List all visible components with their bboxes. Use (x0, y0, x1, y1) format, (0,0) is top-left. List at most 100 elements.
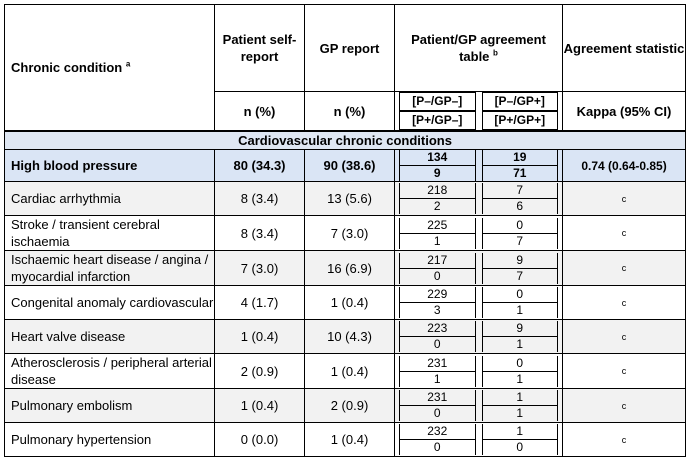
agreement-cell: 231 0 1 1 (394, 353, 563, 389)
table-row: Atherosclerosis / peripheral arterial di… (4, 353, 687, 389)
table-row: Pulmonary embolism 1 (0.4) 2 (0.9) 231 1 0 1 c (4, 388, 687, 423)
kappa-cell: c (561, 285, 687, 320)
table-row: Ischaemic heart disease / angina / myoca… (4, 250, 687, 286)
count-ppos-gppos: 7 (481, 233, 558, 249)
agreement-cell: 217 9 0 7 (394, 250, 563, 286)
agreement-cell: 229 0 3 1 (394, 285, 563, 320)
count-ppos-gppos: 1 (481, 337, 558, 352)
header-condition: Chronic condition a (4, 4, 215, 131)
count-ppos-gppos: 7 (481, 268, 558, 284)
header-n-pct-gp: n (%) (304, 91, 395, 131)
table-row: Stroke / transient cerebral ischaemia 8 (… (4, 215, 687, 251)
header-agreement-table: Patient/GP agreement table b (394, 4, 563, 92)
count-pneg-gpneg: 223 (399, 321, 476, 337)
count-pneg-gpneg: 232 (399, 424, 476, 440)
table-body: Cardiovascular chronic conditions High b… (3, 131, 687, 457)
table-row: High blood pressure 80 (34.3) 90 (38.6) 134… (4, 149, 687, 182)
count-ppos-gppos: 71 (481, 166, 558, 181)
gp-report-cell: 7 (3.0) (304, 215, 395, 251)
header-n-pct-self: n (%) (214, 91, 305, 131)
agreement-cell: 231 1 0 1 (394, 388, 563, 423)
header-agreement-statistic: Agreement statistic (562, 4, 686, 92)
gp-report-cell: 1 (0.4) (304, 422, 395, 457)
agreement-cell: 232 1 0 0 (394, 422, 563, 457)
condition-cell: Congenital anomaly cardiovascular (4, 285, 215, 320)
condition-cell: Cardiac arrhythmia (4, 181, 215, 216)
kappa-cell: c (561, 181, 687, 216)
condition-cell: High blood pressure (4, 149, 215, 182)
count-pneg-gpneg: 225 (399, 217, 476, 234)
gp-report-cell: 13 (5.6) (304, 181, 395, 216)
section-title: Cardiovascular chronic conditions (3, 131, 687, 150)
header-self-report: Patient self-report (214, 4, 305, 92)
self-report-cell: 8 (3.4) (214, 215, 305, 251)
agreement-cell: 225 0 1 7 (394, 215, 563, 251)
count-ppos-gpneg: 0 (399, 337, 476, 352)
gp-report-cell: 1 (0.4) (304, 353, 395, 389)
gp-report-cell: 10 (4.3) (304, 319, 395, 354)
header-cell-ppos-gppos: [P+/GP+] (481, 111, 558, 130)
condition-cell: Ischaemic heart disease / angina / myoca… (4, 250, 215, 286)
table-header: Chronic condition a Patient self-report … (4, 4, 686, 131)
count-ppos-gpneg: 0 (399, 440, 476, 455)
agreement-cell: 223 9 0 1 (394, 319, 563, 354)
count-pneg-gppos: 0 (481, 287, 558, 303)
count-ppos-gppos: 1 (481, 406, 558, 421)
kappa-cell: c (561, 319, 687, 354)
header-cell-pneg-gppos: [P–/GP+] (481, 92, 558, 111)
kappa-cell: 0.74 (0.64-0.85) (561, 149, 687, 182)
self-report-cell: 2 (0.9) (214, 353, 305, 389)
table-row: Congenital anomaly cardiovascular 4 (1.7)… (4, 285, 687, 320)
self-report-cell: 7 (3.0) (214, 250, 305, 286)
count-pneg-gppos: 19 (481, 150, 558, 166)
self-report-cell: 8 (3.4) (214, 181, 305, 216)
count-pneg-gpneg: 134 (399, 150, 476, 166)
count-ppos-gpneg: 1 (399, 233, 476, 249)
count-ppos-gppos: 6 (481, 199, 558, 214)
header-agreement-cells: [P–/GP–] [P–/GP+] [P+/GP–] [P+/GP+] (394, 91, 563, 131)
condition-cell: Stroke / transient cerebral ischaemia (4, 215, 215, 251)
condition-cell: Pulmonary embolism (4, 388, 215, 423)
count-ppos-gpneg: 9 (399, 166, 476, 181)
gp-report-cell: 1 (0.4) (304, 285, 395, 320)
count-pneg-gpneg: 217 (399, 252, 476, 269)
count-ppos-gppos: 1 (481, 303, 558, 318)
gp-report-cell: 16 (6.9) (304, 250, 395, 286)
self-report-cell: 0 (0.0) (214, 422, 305, 457)
gp-report-cell: 90 (38.6) (304, 149, 395, 182)
count-pneg-gpneg: 229 (399, 287, 476, 303)
count-ppos-gpneg: 0 (399, 406, 476, 421)
gp-report-cell: 2 (0.9) (304, 388, 395, 423)
agreement-cell: 134 19 9 71 (394, 149, 563, 182)
kappa-cell: c (561, 250, 687, 286)
header-kappa: Kappa (95% CI) (562, 91, 686, 131)
agreement-cell: 218 7 2 6 (394, 181, 563, 216)
count-pneg-gppos: 1 (481, 424, 558, 440)
self-report-cell: 1 (0.4) (214, 388, 305, 423)
condition-cell: Heart valve disease (4, 319, 215, 354)
count-ppos-gpneg: 0 (399, 268, 476, 284)
table-row: Cardiac arrhythmia 8 (3.4) 13 (5.6) 218 7 2 6 c (4, 181, 687, 216)
count-ppos-gppos: 0 (481, 440, 558, 455)
count-ppos-gpneg: 3 (399, 303, 476, 318)
count-pneg-gppos: 9 (481, 321, 558, 337)
kappa-cell: c (561, 353, 687, 389)
count-pneg-gppos: 7 (481, 183, 558, 199)
count-pneg-gppos: 9 (481, 252, 558, 269)
header-cell-ppos-gpneg: [P+/GP–] (399, 111, 476, 130)
table-row: Pulmonary hypertension 0 (0.0) 1 (0.4) 232 1… (4, 422, 687, 457)
header-gp-report: GP report (304, 4, 395, 92)
count-pneg-gppos: 1 (481, 390, 558, 406)
count-pneg-gpneg: 231 (399, 390, 476, 406)
count-pneg-gppos: 0 (481, 355, 558, 372)
self-report-cell: 80 (34.3) (214, 149, 305, 182)
table-row: Heart valve disease 1 (0.4) 10 (4.3) 223 9 0 1… (4, 319, 687, 354)
count-pneg-gppos: 0 (481, 217, 558, 234)
count-ppos-gpneg: 2 (399, 199, 476, 214)
count-pneg-gpneg: 231 (399, 355, 476, 372)
count-ppos-gppos: 1 (481, 371, 558, 387)
kappa-cell: c (561, 388, 687, 423)
condition-cell: Pulmonary hypertension (4, 422, 215, 457)
count-ppos-gpneg: 1 (399, 371, 476, 387)
header-cell-pneg-gpneg: [P–/GP–] (399, 92, 476, 111)
